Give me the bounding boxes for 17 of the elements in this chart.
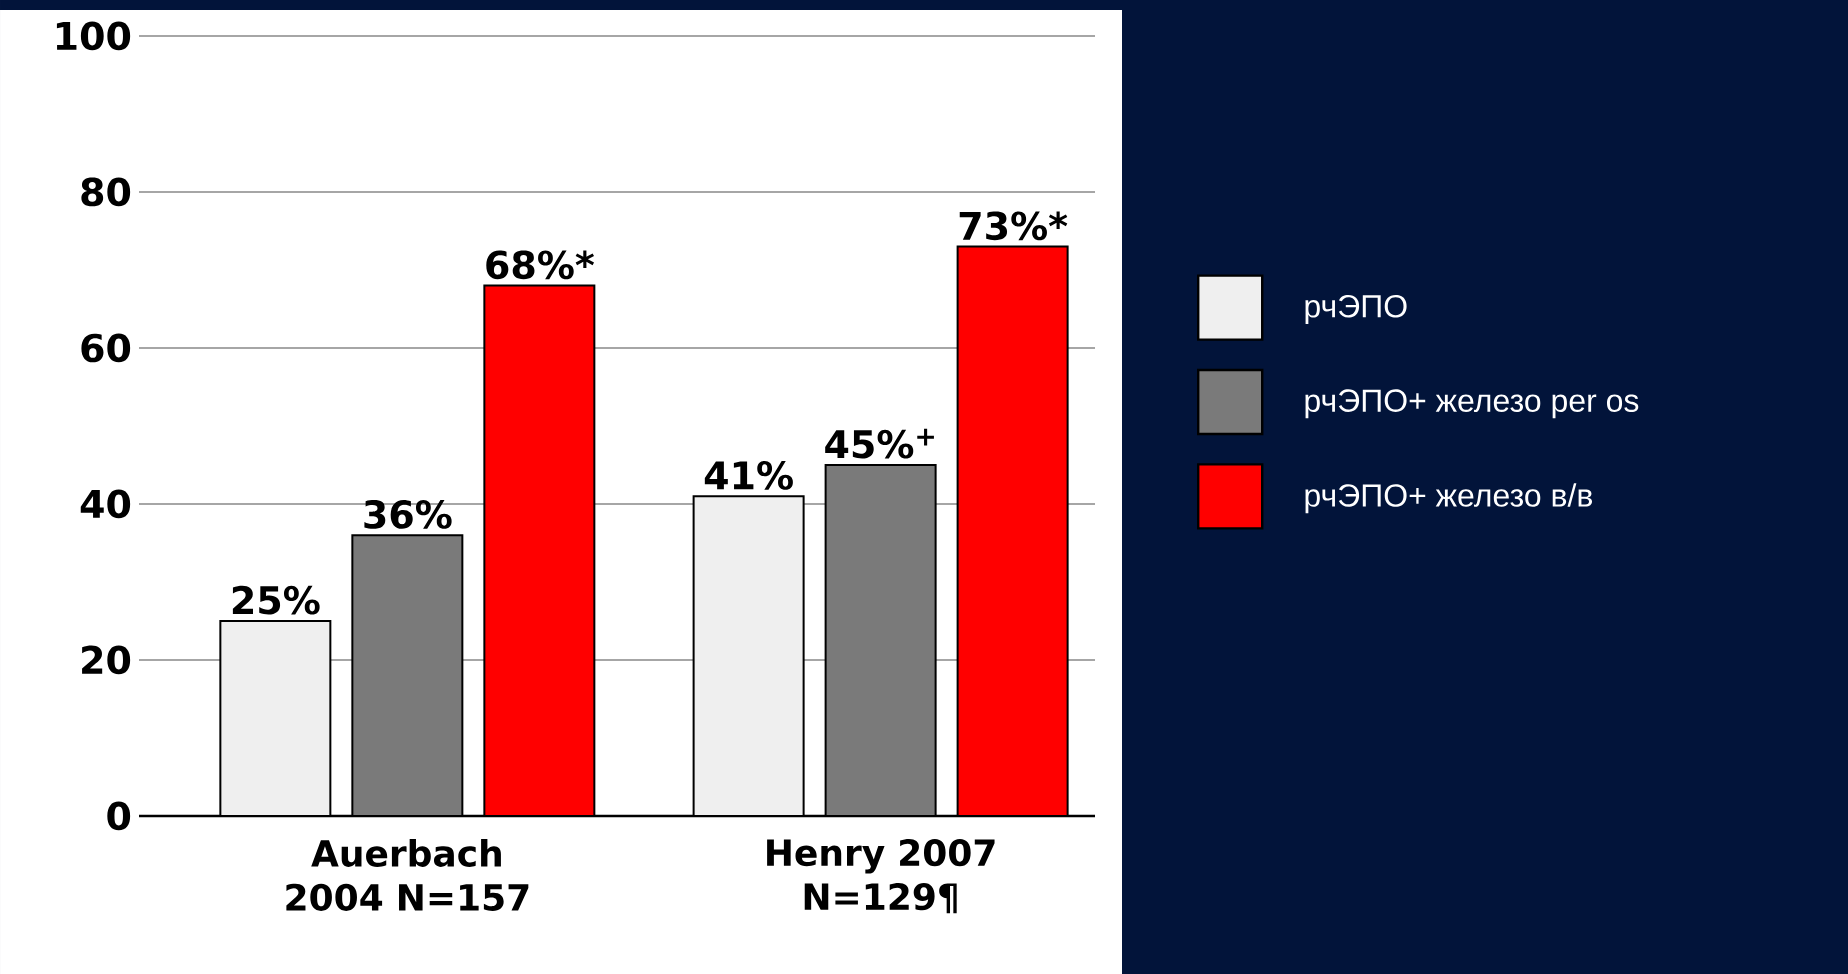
y-tick-label: 80 <box>81 177 131 207</box>
data-label: 25% <box>232 585 320 615</box>
data-label: 73%* <box>959 211 1068 241</box>
y-tick-label: 40 <box>80 489 131 519</box>
legend-label: рчЭПО+ железо per os <box>1305 389 1639 419</box>
data-label: 41% <box>704 461 793 490</box>
data-label: 45%$^{+}$ <box>825 428 934 459</box>
legend-label: рчЭПО <box>1305 294 1407 324</box>
y-tick-label: 20 <box>82 645 131 675</box>
y-tick-label: 60 <box>81 333 131 363</box>
data-label: 36% <box>364 500 452 529</box>
y-tick-label: 0 <box>107 801 131 831</box>
legend-label: рчЭПО+ железо в/в <box>1305 483 1593 514</box>
data-label: 68%* <box>486 250 595 280</box>
x-tick-label: Auerbach 2004 N=157 <box>286 839 529 911</box>
y-tick-label: 100 <box>56 21 131 51</box>
x-tick-label: Henry 2007 N=129¶ <box>767 839 995 914</box>
